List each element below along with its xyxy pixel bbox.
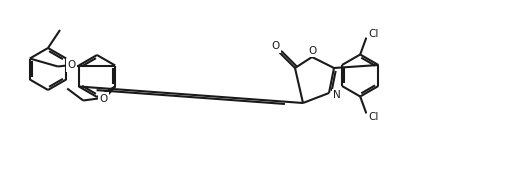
Text: N: N [332, 90, 340, 100]
Text: Cl: Cl [367, 29, 378, 39]
Text: O: O [308, 46, 317, 56]
Text: O: O [99, 94, 107, 104]
Text: O: O [271, 41, 279, 51]
Text: Cl: Cl [367, 112, 378, 122]
Text: O: O [68, 60, 76, 71]
